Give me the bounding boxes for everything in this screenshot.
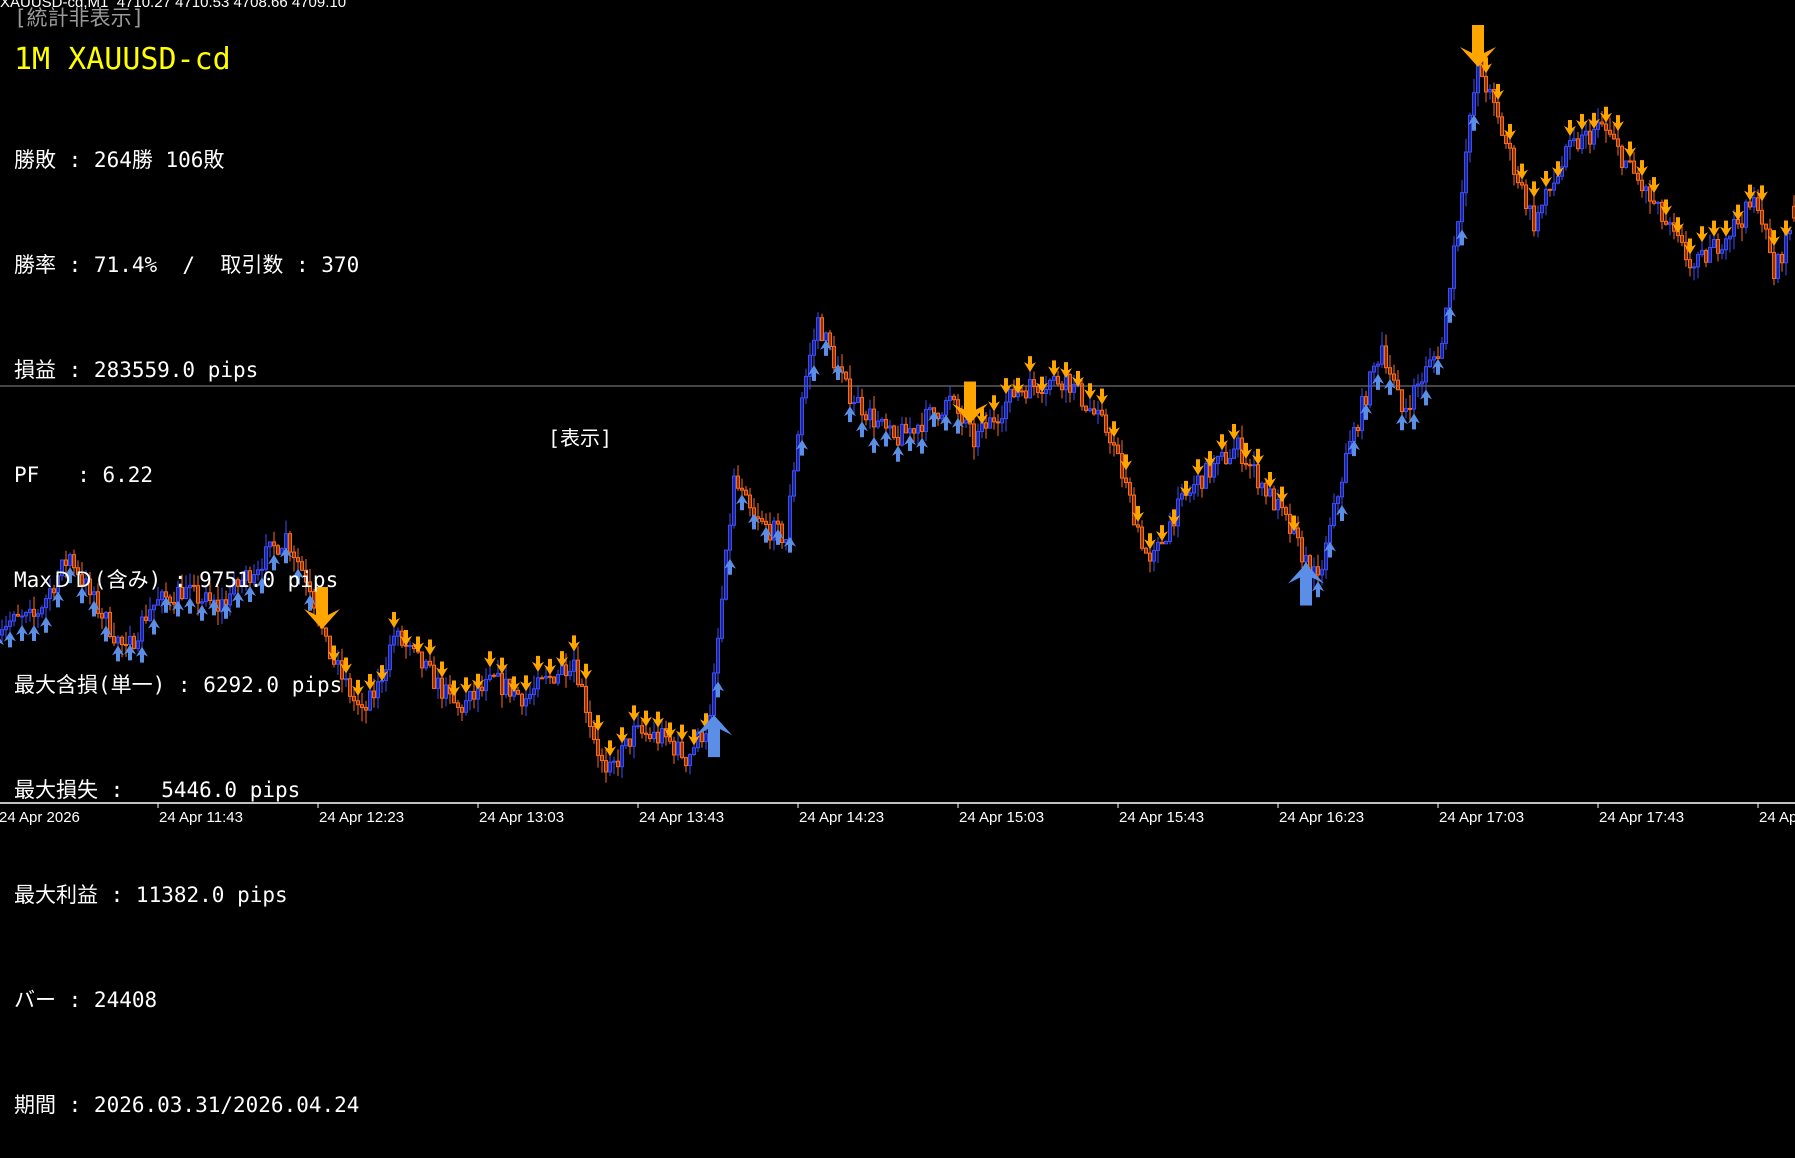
bull-candle — [409, 645, 412, 646]
small-buy-arrow-icon — [736, 494, 748, 510]
small-sell-arrow-icon — [1024, 356, 1036, 372]
small-buy-arrow-icon — [868, 437, 880, 453]
show-button[interactable]: [表示] — [548, 422, 612, 451]
bull-candle — [1657, 202, 1660, 203]
time-axis-label: 24 Apr 15:43 — [1119, 809, 1204, 826]
stat-period: 期間 : 2026.03.31/2026.04.24 — [14, 1088, 359, 1123]
small-sell-arrow-icon — [424, 639, 436, 655]
bear-candle — [1021, 391, 1024, 392]
time-axis-label: 24 Apr 14:23 — [799, 809, 884, 826]
small-sell-arrow-icon — [532, 656, 544, 672]
small-sell-arrow-icon — [484, 651, 496, 667]
stat-profit-factor: PF : 6.22 — [14, 458, 359, 493]
small-sell-arrow-icon — [1540, 171, 1552, 187]
bull-candle — [637, 726, 640, 727]
stat-bars: バー : 24408 — [14, 983, 359, 1018]
small-buy-arrow-icon — [892, 446, 904, 462]
bear-candle — [1629, 161, 1632, 162]
time-axis-label: 24 Apr 18:23 — [1759, 809, 1795, 826]
bear-candle — [1409, 408, 1412, 409]
hide-stats-button[interactable]: [統計非表示] — [14, 2, 144, 32]
small-sell-arrow-icon — [1696, 226, 1708, 242]
time-axis-label: 24 Apr 16:23 — [1279, 809, 1364, 826]
bear-candle — [541, 678, 544, 679]
stat-win-loss: 勝敗 : 264勝 106敗 — [14, 143, 359, 178]
bear-candle — [1549, 189, 1552, 190]
bear-candle — [549, 676, 552, 677]
bull-candle — [1253, 465, 1256, 466]
stat-max-floating-loss: 最大含損(単一) : 6292.0 pips — [14, 668, 359, 703]
small-sell-arrow-icon — [1192, 459, 1204, 475]
sell-signal-arrow-icon — [1460, 25, 1496, 67]
stat-max-loss: 最大損失 : 5446.0 pips — [14, 773, 359, 808]
bull-candle — [613, 761, 616, 762]
stats-title: 1M XAUUSD-cd — [14, 42, 231, 77]
bear-candle — [493, 675, 496, 676]
stat-max-profit: 最大利益 : 11382.0 pips — [14, 878, 359, 913]
small-sell-arrow-icon — [388, 612, 400, 628]
small-sell-arrow-icon — [580, 664, 592, 680]
small-sell-arrow-icon — [988, 395, 1000, 411]
stat-max-drawdown: MaxＤＤ(含み) : 9751.0 pips — [14, 563, 359, 598]
time-axis-label: 24 Apr 17:43 — [1599, 809, 1684, 826]
time-axis-label: 24 Apr 15:03 — [959, 809, 1044, 826]
stat-profit: 損益 : 283559.0 pips — [14, 353, 359, 388]
small-sell-arrow-icon — [1720, 221, 1732, 237]
stats-panel: 勝敗 : 264勝 106敗 勝率 : 71.4% / 取引数 : 370 損益… — [14, 73, 359, 1158]
bear-candle — [1249, 465, 1252, 466]
small-sell-arrow-icon — [1528, 181, 1540, 197]
bull-candle — [853, 403, 856, 404]
stat-win-rate: 勝率 : 71.4% / 取引数 : 370 — [14, 248, 359, 283]
bull-candle — [1693, 267, 1696, 268]
time-axis-label: 24 Apr 13:43 — [639, 809, 724, 826]
time-axis-label: 24 Apr 13:03 — [479, 809, 564, 826]
time-axis-label: 24 Apr 17:03 — [1439, 809, 1524, 826]
